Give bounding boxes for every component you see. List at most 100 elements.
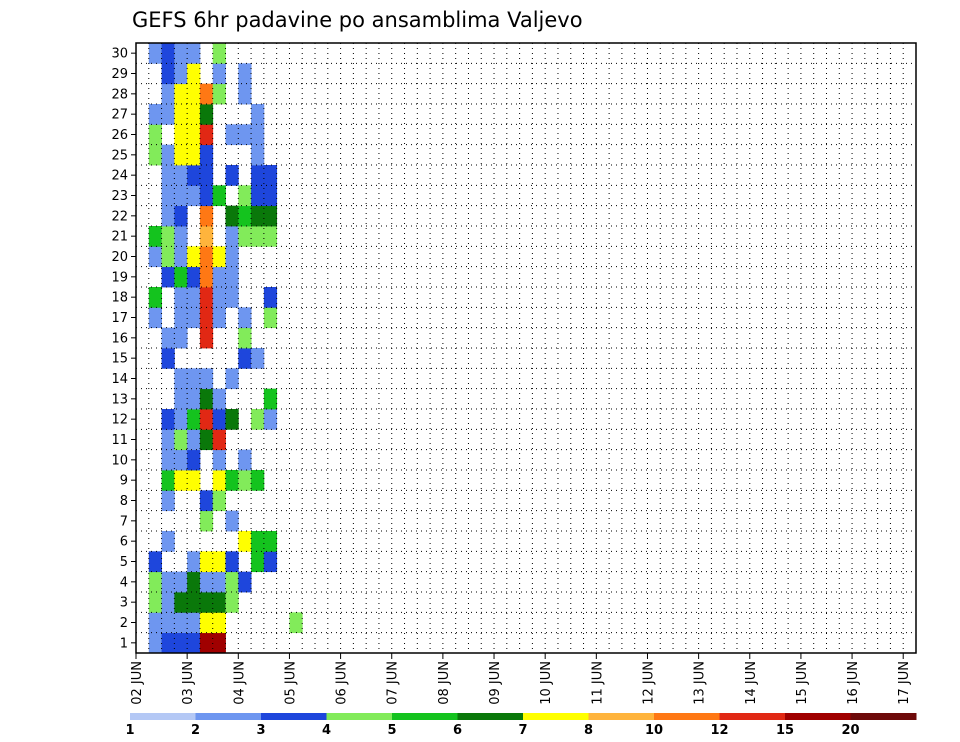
heatmap-cell xyxy=(212,409,226,430)
heatmap-cell xyxy=(199,307,214,329)
x-tick-label: 14 JUN xyxy=(744,661,759,705)
heatmap-cell xyxy=(263,226,278,247)
heatmap-cell xyxy=(174,165,188,186)
heatmap-cell xyxy=(174,327,188,349)
heatmap-cell xyxy=(212,307,226,329)
heatmap-cell xyxy=(238,348,252,369)
heatmap-cell xyxy=(174,43,188,64)
heatmap-cell xyxy=(174,449,188,471)
heatmap-cell xyxy=(199,226,214,247)
gridlines xyxy=(136,43,916,653)
y-tick-label: 12 xyxy=(111,413,128,428)
colorbar-segment xyxy=(654,713,720,720)
colorbar-label: 20 xyxy=(841,723,859,738)
heatmap-cell xyxy=(187,307,201,329)
y-tick-label: 4 xyxy=(120,575,128,590)
colorbar-label: 5 xyxy=(387,723,396,738)
heatmap-cell xyxy=(174,124,188,146)
heatmap-cell xyxy=(161,246,175,268)
heatmap-cell xyxy=(174,266,188,288)
colorbar-segment xyxy=(457,713,524,720)
x-tick-label: 15 JUN xyxy=(795,661,810,705)
heatmap-cell xyxy=(161,63,175,85)
heatmap-cell xyxy=(187,632,201,654)
heatmap-cell xyxy=(187,266,201,288)
heatmap-cell xyxy=(187,612,201,634)
x-tick-label: 03 JUN xyxy=(181,661,196,705)
heatmap-cell xyxy=(212,470,226,491)
heatmap-cell xyxy=(148,592,162,613)
x-tick-label: 09 JUN xyxy=(488,661,503,705)
heatmap-cell xyxy=(251,104,265,125)
heatmap-cell xyxy=(199,409,214,430)
heatmap-cell xyxy=(199,205,214,227)
colorbar-segment xyxy=(850,713,917,720)
heatmap-cell xyxy=(148,104,162,125)
heatmap-cell xyxy=(174,83,188,105)
heatmap-cell xyxy=(199,388,214,410)
y-tick-label: 23 xyxy=(111,189,128,204)
heatmap-cell xyxy=(251,185,265,207)
heatmap-cell xyxy=(225,287,239,308)
heatmap-cell xyxy=(187,144,201,166)
heatmap-cell xyxy=(251,205,265,227)
heatmap-cell xyxy=(148,307,162,329)
x-tick-label: 02 JUN xyxy=(130,661,145,705)
heatmap-cell xyxy=(161,185,175,207)
heatmap-cell xyxy=(174,388,188,410)
heatmap-cell xyxy=(174,429,188,451)
heatmap-cell xyxy=(187,551,201,573)
heatmap-cell xyxy=(225,246,239,268)
heatmap-cell xyxy=(289,612,303,634)
heatmap-cell xyxy=(187,409,201,430)
heatmap-cell xyxy=(212,287,226,308)
heatmap-cell xyxy=(238,63,252,85)
heatmap-cell xyxy=(212,43,226,64)
colorbar-segment xyxy=(130,713,196,720)
heatmap-cell xyxy=(161,348,175,369)
heatmap-cell xyxy=(161,531,175,552)
x-tick-label: 06 JUN xyxy=(335,661,350,705)
y-tick-label: 5 xyxy=(120,555,128,570)
heatmap-cell xyxy=(174,592,188,613)
y-tick-label: 18 xyxy=(111,291,128,306)
heatmap-cell xyxy=(148,43,162,64)
heatmap-cell xyxy=(174,470,188,491)
y-tick-label: 6 xyxy=(120,535,128,550)
heatmap-cell xyxy=(187,43,201,64)
heatmap-cell xyxy=(161,612,175,634)
y-tick-label: 24 xyxy=(111,169,128,184)
heatmap-cell xyxy=(161,632,175,654)
heatmap-cell xyxy=(251,226,265,247)
heatmap-cell xyxy=(174,63,188,85)
heatmap-cell xyxy=(161,470,175,491)
heatmap-cell xyxy=(238,226,252,247)
heatmap-cell xyxy=(212,185,226,207)
heatmap-cell xyxy=(212,429,226,451)
x-tick-label: 11 JUN xyxy=(590,661,605,705)
y-tick-label: 2 xyxy=(120,616,128,631)
heatmap-cell xyxy=(212,63,226,85)
heatmap-cell xyxy=(251,409,265,430)
heatmap-cell xyxy=(148,612,162,634)
heatmap-cell xyxy=(187,388,201,410)
heatmap-cell xyxy=(161,104,175,125)
heatmap-cell xyxy=(161,571,175,593)
y-tick-label: 15 xyxy=(111,352,128,367)
x-tick-label: 12 JUN xyxy=(641,661,656,705)
x-tick-label: 08 JUN xyxy=(437,661,452,705)
heatmap-cell xyxy=(225,592,239,613)
heatmap-cell xyxy=(174,409,188,430)
heatmap-cell xyxy=(263,165,278,186)
heatmap-cell xyxy=(212,266,226,288)
heatmap-cell xyxy=(187,571,201,593)
colorbar-segment xyxy=(261,713,327,720)
heatmap-cell xyxy=(199,571,214,593)
heatmap-cell xyxy=(187,83,201,105)
heatmap-cell xyxy=(199,165,214,186)
heatmap-cell xyxy=(148,226,162,247)
heatmap-cell xyxy=(161,205,175,227)
heatmap-cell xyxy=(187,287,201,308)
heatmap-cell xyxy=(187,246,201,268)
